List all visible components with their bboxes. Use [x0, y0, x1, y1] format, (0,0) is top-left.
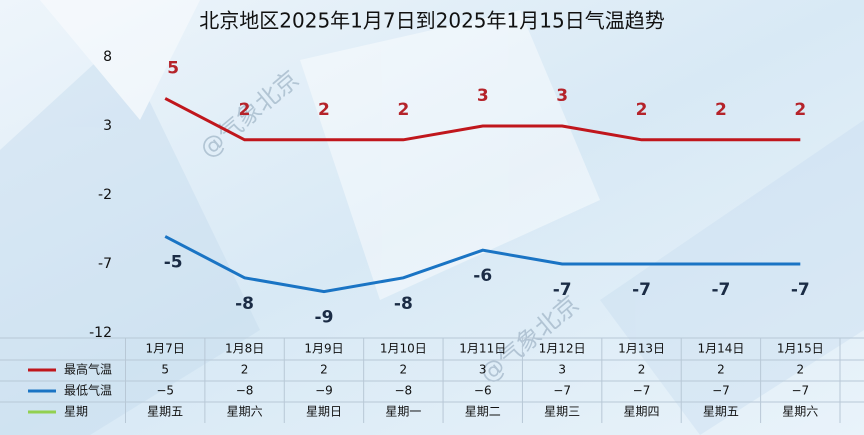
data-label: 2 [636, 100, 648, 120]
table-cell: −7 [553, 384, 571, 398]
table-cell: 2 [796, 363, 804, 377]
y-tick-label: 8 [103, 49, 112, 65]
table-cell: 星期四 [624, 405, 660, 419]
data-label: 2 [318, 100, 330, 120]
y-tick-label: -7 [98, 256, 112, 272]
table-cell: 星期一 [385, 405, 421, 419]
table-cell: 星期六 [782, 405, 818, 419]
data-label: 2 [794, 100, 806, 120]
x-tick-label: 1月14日 [697, 342, 744, 356]
chart-title: 北京地区2025年1月7日到2025年1月15日气温趋势 [199, 9, 664, 33]
table-cell: −5 [156, 384, 174, 398]
table-cell: 3 [558, 363, 566, 377]
table-cell: 星期五 [703, 405, 739, 419]
data-label: 2 [239, 100, 251, 120]
data-label: -7 [711, 280, 730, 300]
table-cell: −8 [395, 384, 413, 398]
table-cell: 星期二 [465, 405, 501, 419]
data-label: 2 [397, 100, 409, 120]
table-grid [0, 337, 864, 403]
y-tick-label: -2 [98, 187, 112, 203]
y-tick-label: 3 [103, 118, 112, 134]
data-label: 3 [556, 86, 568, 106]
table-cell: 2 [400, 363, 408, 377]
table-cell: 星期六 [227, 405, 263, 419]
table-cell: 2 [241, 363, 249, 377]
x-tick-label: 1月13日 [618, 342, 665, 356]
data-label: -6 [473, 266, 492, 286]
x-tick-label: 1月11日 [459, 342, 506, 356]
data-label: -7 [632, 280, 651, 300]
table-cell: 2 [320, 363, 328, 377]
table-cell: 星期日 [306, 405, 342, 419]
series-line [164, 97, 801, 142]
x-tick-label: 1月9日 [304, 342, 343, 356]
x-tick-label: 1月8日 [225, 342, 264, 356]
x-tick-label: 1月7日 [146, 342, 185, 356]
table-cell: 2 [638, 363, 646, 377]
x-tick-label: 1月10日 [380, 342, 427, 356]
table-cell: 2 [717, 363, 725, 377]
legend-label: 星期 [64, 405, 88, 419]
table-cell: −7 [791, 384, 809, 398]
y-tick-label: -12 [89, 325, 112, 341]
x-tick-label: 1月15日 [777, 342, 824, 356]
data-label: 2 [715, 100, 727, 120]
data-label: -7 [553, 280, 572, 300]
table-cell: 5 [161, 363, 169, 377]
data-label: -9 [315, 308, 334, 328]
table-cell: −7 [712, 384, 730, 398]
x-tick-label: 1月12日 [539, 342, 586, 356]
table-cell: −9 [315, 384, 333, 398]
table-cell: −6 [474, 384, 492, 398]
table-cell: −8 [236, 384, 254, 398]
data-label: -5 [164, 252, 183, 272]
data-label: 5 [167, 58, 179, 78]
table-cell: 星期三 [544, 405, 580, 419]
data-label: -8 [394, 294, 413, 314]
table-cell: 星期五 [147, 405, 183, 419]
data-label: 3 [477, 86, 489, 106]
legend-label: 最高气温 [64, 362, 112, 377]
legend-label: 最低气温 [64, 383, 112, 398]
series-line [164, 235, 801, 294]
table-cell: −7 [633, 384, 651, 398]
table-cell: 3 [479, 363, 487, 377]
data-label: -7 [791, 280, 810, 300]
data-label: -8 [235, 294, 254, 314]
